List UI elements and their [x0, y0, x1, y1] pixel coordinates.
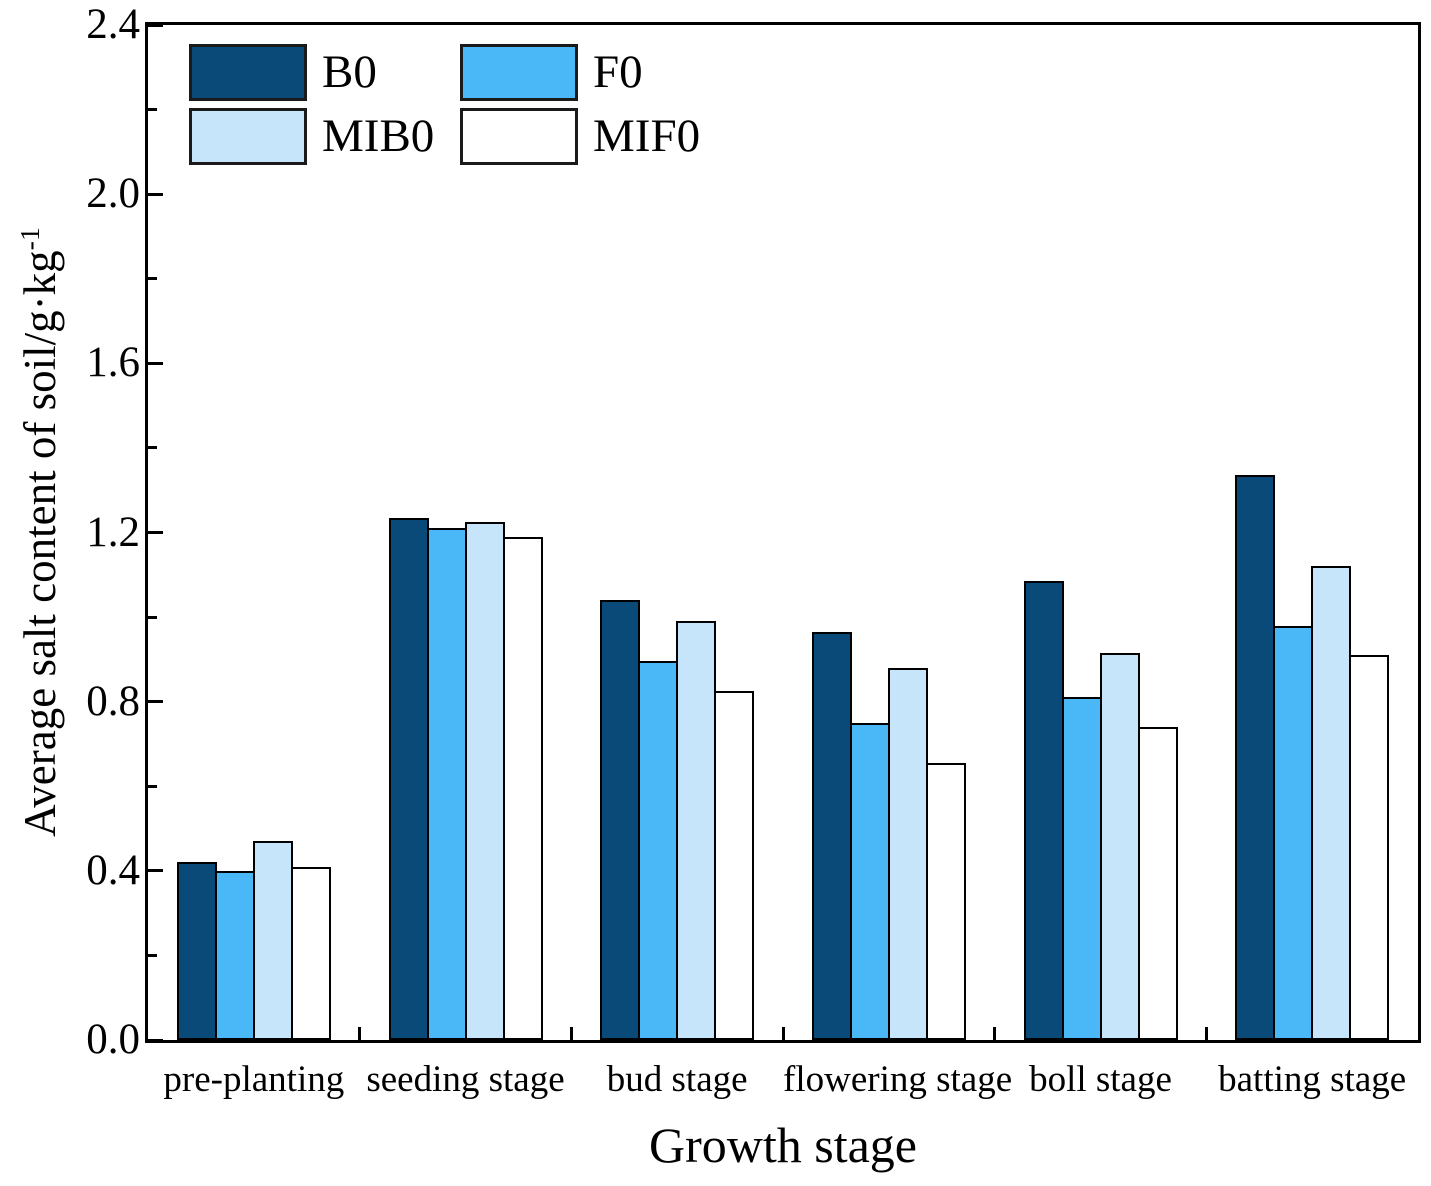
y-axis-title-text: Average salt content of soil/g·kg [15, 250, 65, 837]
x-category-label: batting stage [1218, 1059, 1407, 1100]
x-boundary-tick [781, 1027, 785, 1040]
y-major-tick [148, 361, 163, 365]
y-minor-tick [148, 784, 157, 788]
bar-mif0-6 [1349, 655, 1390, 1040]
x-category-label: bud stage [606, 1059, 748, 1100]
legend-label-mif0: MIF0 [593, 110, 701, 162]
bar-mib0-6 [1311, 566, 1352, 1040]
y-tick-label: 2.4 [86, 0, 140, 48]
bar-mib0-5 [1099, 653, 1140, 1040]
legend-label-b0: B0 [322, 46, 377, 98]
legend-label-f0: F0 [593, 46, 643, 98]
bar-mib0-2 [464, 521, 505, 1040]
bar-mib0-4 [887, 667, 928, 1040]
y-tick-label: 1.2 [86, 508, 140, 556]
y-major-tick [148, 192, 163, 196]
x-category-label: pre-planting [163, 1059, 345, 1100]
x-boundary-tick [993, 1027, 997, 1040]
y-minor-tick [148, 615, 157, 619]
y-minor-tick [148, 108, 157, 112]
y-tick-label: 2.0 [86, 170, 140, 218]
y-minor-tick [148, 446, 157, 450]
legend-label-mib0: MIB0 [322, 110, 435, 162]
y-minor-tick [148, 277, 157, 281]
bar-b0-5 [1023, 581, 1064, 1040]
x-axis-title: Growth stage [649, 1117, 917, 1173]
y-tick-label: 1.6 [86, 339, 140, 387]
bar-b0-2 [388, 517, 429, 1040]
x-category-label: seeding stage [366, 1059, 565, 1100]
bar-f0-5 [1061, 697, 1102, 1040]
bar-b0-1 [176, 862, 217, 1040]
bar-mif0-5 [1137, 727, 1178, 1040]
y-major-tick [148, 869, 163, 873]
y-axis-title: Average salt content of soil/g·kg-1 [14, 227, 66, 837]
plot-area [145, 22, 1421, 1043]
x-boundary-tick [358, 1027, 362, 1040]
bar-f0-4 [849, 722, 890, 1040]
legend-swatch-mif0 [460, 108, 578, 165]
x-boundary-tick [569, 1027, 573, 1040]
y-tick-label: 0.4 [86, 846, 140, 894]
x-boundary-tick [1204, 1027, 1208, 1040]
y-major-tick [148, 700, 163, 704]
bar-mib0-3 [676, 621, 717, 1040]
bar-mif0-1 [290, 866, 331, 1040]
y-minor-tick [148, 953, 157, 957]
bar-f0-6 [1273, 625, 1314, 1040]
y-tick-label: 0.0 [86, 1016, 140, 1063]
bar-mib0-1 [252, 841, 293, 1040]
bar-b0-6 [1235, 475, 1276, 1040]
bar-b0-4 [811, 631, 852, 1040]
y-major-tick [148, 23, 163, 27]
x-category-label: flowering stage [783, 1059, 1013, 1100]
y-major-tick [148, 1038, 163, 1042]
bar-f0-3 [638, 661, 679, 1040]
legend-swatch-b0 [189, 44, 307, 101]
legend-swatch-mib0 [189, 108, 307, 165]
bar-mif0-2 [502, 536, 543, 1040]
y-major-tick [148, 531, 163, 534]
bar-b0-3 [600, 600, 641, 1040]
bar-f0-1 [214, 870, 255, 1040]
y-tick-label: 0.8 [86, 677, 140, 725]
x-category-label: boll stage [1029, 1059, 1172, 1100]
y-axis-title-exponent: -1 [15, 227, 46, 251]
bar-mif0-3 [714, 691, 755, 1040]
bar-f0-2 [426, 528, 467, 1040]
bar-mif0-4 [925, 762, 966, 1040]
legend-swatch-f0 [460, 44, 578, 101]
